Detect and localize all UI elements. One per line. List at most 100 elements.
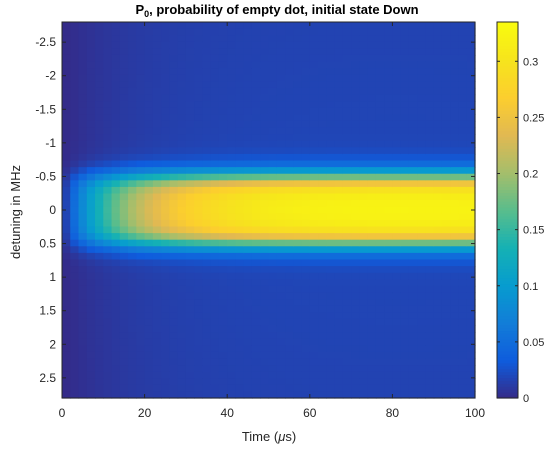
heatmap-cell [351,226,360,233]
heatmap-cell [417,332,426,339]
heatmap-cell [417,200,426,207]
heatmap-cell [368,108,377,115]
heatmap-cell [202,207,211,214]
heatmap-cell [194,319,203,326]
heatmap-cell [145,378,154,385]
heatmap-cell [442,220,451,227]
heatmap-cell [252,299,261,306]
heatmap-cell [202,385,211,392]
heatmap-cell [467,266,476,273]
heatmap-cell [434,220,443,227]
heatmap-cell [161,161,170,168]
heatmap-cell [227,207,236,214]
heatmap-cell [103,253,112,260]
heatmap-cell [103,81,112,88]
heatmap-cell [62,128,71,135]
heatmap-cell [120,339,129,346]
heatmap-cell [112,319,121,326]
heatmap-cell [202,266,211,273]
heatmap-cell [112,187,121,194]
heatmap-cell [252,378,261,385]
heatmap-cell [62,385,71,392]
heatmap-cell [219,213,228,220]
heatmap-cell [161,22,170,29]
heatmap-cell [277,273,286,280]
heatmap-cell [401,339,410,346]
heatmap-cell [227,114,236,121]
heatmap-cell [458,207,467,214]
heatmap-cell [269,81,278,88]
heatmap-cell [417,154,426,161]
heatmap-cell [87,319,96,326]
heatmap-cell [103,312,112,319]
heatmap-cell [128,279,137,286]
heatmap-cell [235,226,244,233]
heatmap-cell [202,75,211,82]
heatmap-cell [95,42,104,49]
heatmap-cell [384,339,393,346]
heatmap-cell [285,358,294,365]
heatmap-cell [219,312,228,319]
heatmap-cell [368,147,377,154]
heatmap-cell [194,358,203,365]
heatmap-cell [169,372,178,379]
heatmap-cell [434,42,443,49]
heatmap-cell [169,332,178,339]
heatmap-cell [178,312,187,319]
heatmap-cell [351,286,360,293]
heatmap-cell [219,154,228,161]
heatmap-cell [128,312,137,319]
heatmap-cell [260,220,269,227]
heatmap-cell [318,207,327,214]
heatmap-cell [227,200,236,207]
heatmap-cell [269,358,278,365]
heatmap-cell [260,378,269,385]
heatmap-cell [153,194,162,201]
heatmap-cell [120,259,129,266]
heatmap-cell [450,88,459,95]
heatmap-cell [202,319,211,326]
heatmap-cell [335,246,344,253]
heatmap-cell [252,200,261,207]
heatmap-cell [434,246,443,253]
heatmap-cell [293,121,302,128]
heatmap-cell [343,226,352,233]
heatmap-cell [277,101,286,108]
heatmap-cell [112,88,121,95]
heatmap-cell [458,312,467,319]
heatmap-cell [326,306,335,313]
heatmap-cell [211,180,220,187]
heatmap-cell [202,246,211,253]
heatmap-cell [211,187,220,194]
heatmap-cell [376,378,385,385]
heatmap-cell [95,101,104,108]
heatmap-cell [277,372,286,379]
heatmap-cell [219,365,228,372]
heatmap-cell [145,253,154,260]
heatmap-cell [417,95,426,102]
heatmap-cell [62,365,71,372]
heatmap-cell [112,273,121,280]
heatmap-cell [368,213,377,220]
heatmap-cell [161,88,170,95]
heatmap-cell [434,233,443,240]
heatmap-cell [384,101,393,108]
heatmap-cell [219,194,228,201]
heatmap-cell [417,319,426,326]
heatmap-cell [425,48,434,55]
heatmap-cell [310,180,319,187]
heatmap-cell [335,207,344,214]
heatmap-cell [194,194,203,201]
heatmap-cell [186,147,195,154]
heatmap-cell [285,233,294,240]
heatmap-cell [351,194,360,201]
heatmap-cell [384,141,393,148]
heatmap-cell [178,233,187,240]
heatmap-cell [194,121,203,128]
heatmap-cell [211,88,220,95]
heatmap-cell [425,95,434,102]
heatmap-cell [442,62,451,69]
heatmap-cell [194,95,203,102]
heatmap-cell [227,75,236,82]
heatmap-cell [235,299,244,306]
